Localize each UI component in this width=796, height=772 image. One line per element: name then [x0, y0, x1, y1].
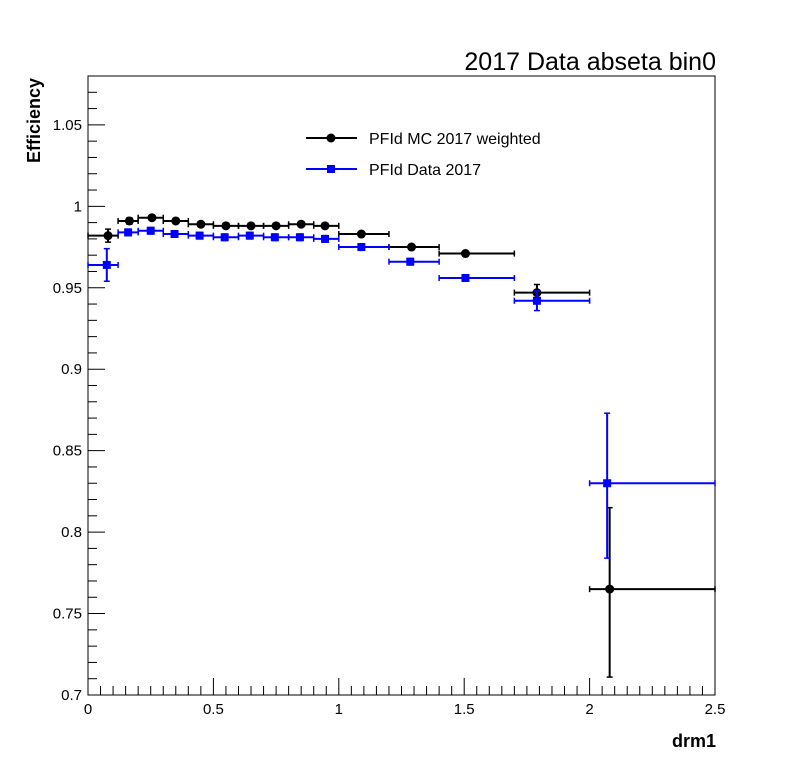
data-point [237, 231, 265, 240]
y-tick-label: 0.95 [53, 280, 82, 297]
legend-entry-data: PFId Data 2017 [306, 162, 481, 179]
y-tick-label: 1.05 [53, 117, 82, 134]
x-axis-label: drm1 [672, 731, 716, 751]
y-tick-label: 0.7 [61, 687, 82, 704]
data-point [388, 257, 440, 266]
data-point [117, 216, 139, 226]
data-point [513, 283, 591, 300]
data-point [87, 247, 119, 282]
marker-square [357, 243, 366, 252]
marker-circle [103, 231, 113, 241]
x-tick-label: 0.5 [203, 701, 224, 718]
series-layer [87, 213, 716, 678]
data-point [287, 219, 315, 229]
data-point [262, 221, 290, 231]
marker-square [532, 296, 541, 305]
data-point [588, 412, 716, 559]
data-point [237, 221, 265, 231]
data-point [588, 506, 716, 678]
y-axis-label: Efficiency [24, 78, 44, 163]
legend-mc-marker [326, 133, 336, 143]
data-point [388, 242, 440, 252]
marker-square [406, 257, 415, 266]
marker-square [124, 228, 133, 237]
marker-square [170, 230, 179, 239]
marker-square [245, 231, 254, 240]
data-point [162, 230, 190, 239]
data-point [187, 231, 215, 240]
y-tick-label: 1 [74, 198, 82, 215]
marker-circle [124, 216, 134, 226]
data-point [312, 221, 340, 231]
data-point [212, 233, 240, 242]
marker-square [102, 260, 111, 269]
axes: 0 0.5 1 1.5 2 2.5 0.7 0.75 0.8 0.85 0.9 0.95 1 1.05 [53, 75, 726, 718]
y-tick-label: 0.75 [53, 606, 82, 623]
marker-square [220, 233, 229, 242]
legend-data-marker [327, 165, 335, 173]
x-tick-label: 1 [335, 701, 343, 718]
data-point [312, 234, 340, 243]
legend-entry-mc: PFId MC 2017 weighted [306, 131, 541, 148]
y-tick-label: 0.85 [53, 443, 82, 460]
marker-circle [605, 584, 615, 594]
marker-circle [356, 229, 366, 239]
data-point [87, 228, 119, 243]
data-point [137, 226, 164, 235]
legend-data-label: PFId Data 2017 [369, 162, 481, 179]
data-point [513, 290, 591, 312]
x-tick-label: 2.5 [705, 701, 726, 718]
data-point [187, 219, 215, 229]
data-point [262, 233, 290, 242]
y-tick-label: 0.9 [61, 361, 82, 378]
marker-square [461, 273, 470, 282]
marker-circle [460, 249, 470, 259]
marker-circle [171, 216, 181, 226]
marker-circle [271, 221, 281, 231]
marker-square [195, 231, 204, 240]
data-point [162, 216, 190, 226]
x-tick-label: 2 [585, 701, 593, 718]
data-point [212, 221, 240, 231]
marker-square [270, 233, 279, 242]
data-point [287, 233, 315, 242]
marker-circle [221, 221, 231, 231]
marker-circle [320, 221, 330, 231]
marker-square [321, 234, 330, 243]
legend: PFId MC 2017 weighted PFId Data 2017 [306, 131, 541, 179]
marker-square [295, 233, 304, 242]
marker-square [603, 479, 612, 488]
marker-circle [407, 242, 417, 252]
marker-circle [296, 219, 306, 229]
legend-mc-label: PFId MC 2017 weighted [369, 131, 541, 148]
data-point [438, 249, 516, 259]
data-point [117, 228, 139, 237]
y-tick-label: 0.8 [61, 524, 82, 541]
x-tick-label: 0 [84, 701, 92, 718]
data-point [338, 243, 390, 252]
data-point [438, 273, 516, 282]
marker-circle [246, 221, 256, 231]
x-tick-label: 1.5 [454, 701, 475, 718]
marker-circle [147, 213, 157, 223]
series-data [87, 226, 716, 559]
marker-circle [196, 219, 206, 229]
marker-square [146, 226, 155, 235]
series-mc [87, 213, 716, 678]
data-point [137, 213, 164, 223]
chart-title: 2017 Data abseta bin0 [464, 48, 716, 76]
data-point [338, 229, 390, 239]
